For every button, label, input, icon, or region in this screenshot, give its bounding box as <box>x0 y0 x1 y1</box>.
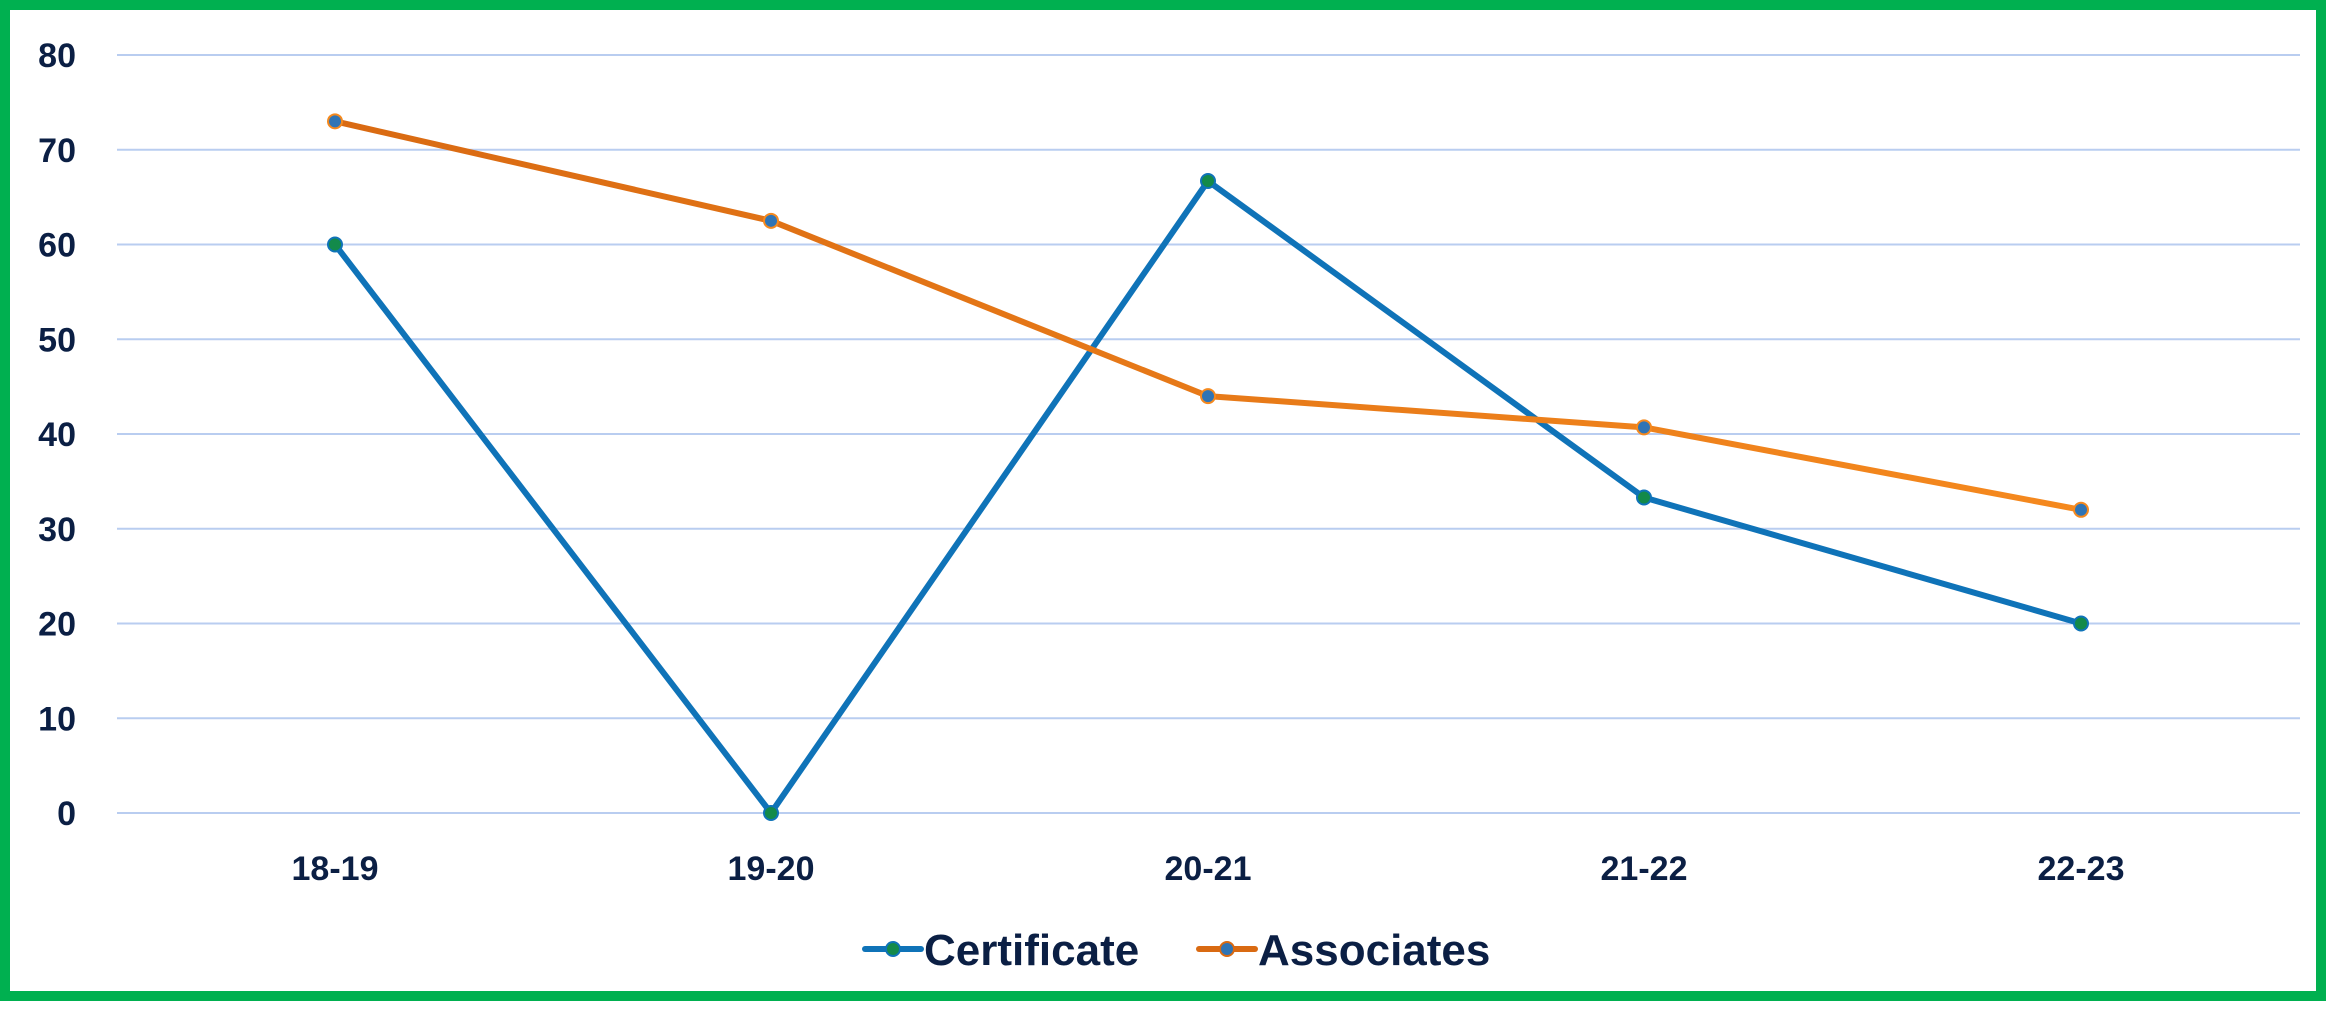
y-tick-label: 30 <box>38 511 76 549</box>
y-tick-label: 80 <box>38 37 76 75</box>
y-tick-label: 60 <box>38 227 76 265</box>
legend: Certificate Associates <box>862 926 1490 975</box>
data-point <box>327 236 343 253</box>
legend-marker <box>885 941 901 957</box>
data-point <box>327 113 343 130</box>
line-chart: 0 10 20 30 40 50 60 70 80 18-19 19-20 20-21 21-22 22… <box>38 37 2300 975</box>
y-tick-label: 40 <box>38 416 76 454</box>
x-tick-label: 20-21 <box>1165 850 1252 888</box>
y-axis-ticks: 0 10 20 30 40 50 60 70 80 <box>38 37 76 833</box>
data-point <box>2073 615 2089 632</box>
y-tick-label: 10 <box>38 700 76 738</box>
x-tick-label: 22-23 <box>2038 850 2125 888</box>
y-tick-label: 50 <box>38 321 76 359</box>
series-associates <box>327 113 2089 518</box>
y-tick-label: 0 <box>57 795 76 833</box>
legend-label: Associates <box>1258 926 1490 975</box>
x-tick-label: 21-22 <box>1601 850 1688 888</box>
data-point <box>1636 419 1652 436</box>
gridlines <box>117 54 2300 814</box>
x-axis-ticks: 18-19 19-20 20-21 21-22 22-23 <box>292 850 2125 888</box>
series-certificate <box>327 173 2089 821</box>
legend-item: Associates <box>1196 926 1490 975</box>
y-tick-label: 20 <box>38 606 76 644</box>
legend-item: Certificate <box>862 926 1139 975</box>
data-point <box>763 212 779 229</box>
legend-marker <box>1219 941 1235 957</box>
data-point <box>763 805 779 821</box>
x-tick-label: 18-19 <box>292 850 379 888</box>
series-lines <box>327 113 2089 821</box>
y-tick-label: 70 <box>38 132 76 170</box>
data-point <box>1200 173 1216 190</box>
legend-label: Certificate <box>924 926 1139 975</box>
data-point <box>2073 501 2089 518</box>
data-point <box>1636 489 1652 506</box>
x-tick-label: 19-20 <box>728 850 815 888</box>
data-point <box>1200 388 1216 405</box>
